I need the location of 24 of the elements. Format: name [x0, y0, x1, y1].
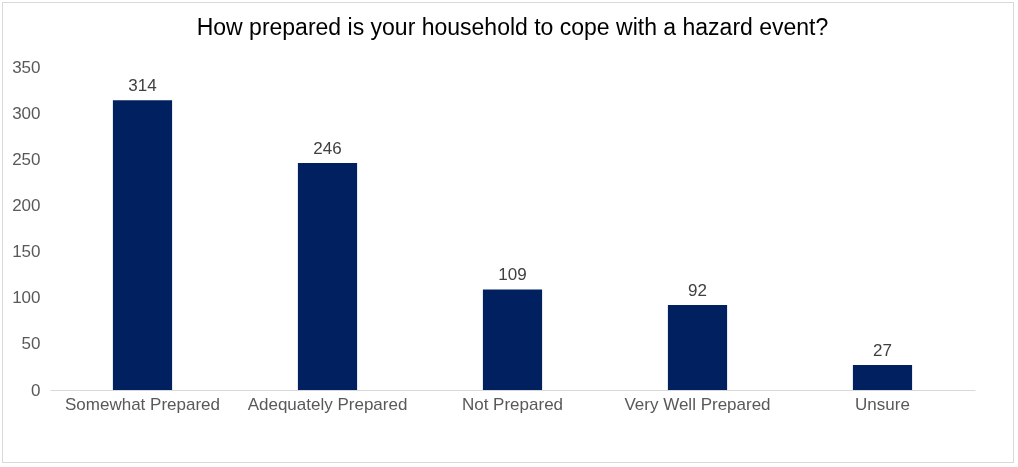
bar — [482, 289, 543, 390]
y-tick-label: 250 — [12, 149, 41, 169]
y-tick-label: 200 — [12, 195, 41, 215]
y-tick-label: 350 — [12, 57, 41, 77]
x-tick-label: Adequately Prepared — [247, 394, 408, 414]
data-label: 314 — [128, 76, 157, 96]
data-label: 246 — [313, 138, 342, 158]
bar — [667, 305, 728, 390]
x-tick-label: Not Prepared — [461, 394, 564, 414]
y-tick-label: 150 — [12, 242, 41, 262]
x-tick-label: Very Well Prepared — [624, 394, 771, 414]
bar — [852, 365, 913, 390]
x-tick-label: Somewhat Prepared — [65, 394, 220, 414]
bar — [112, 100, 173, 390]
bar — [297, 162, 358, 390]
data-label: 92 — [688, 281, 707, 301]
y-tick-label: 100 — [12, 288, 41, 308]
data-label: 27 — [873, 341, 892, 361]
y-tick-label: 0 — [31, 380, 41, 400]
y-tick-label: 50 — [21, 334, 41, 354]
y-tick-label: 300 — [12, 103, 41, 123]
data-label: 109 — [498, 265, 527, 285]
chart-title: How prepared is your household to cope with a hazard event? — [196, 14, 829, 40]
x-tick-label: Unsure — [855, 394, 910, 414]
